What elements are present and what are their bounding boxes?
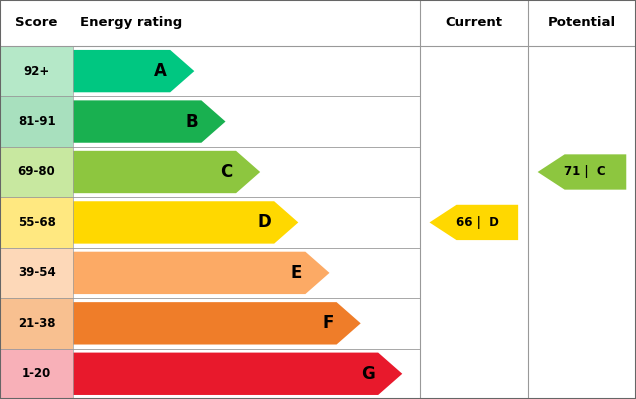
Bar <box>73 46 420 96</box>
Polygon shape <box>537 154 626 190</box>
Bar <box>420 349 528 399</box>
Bar <box>0 96 73 147</box>
Bar <box>0 0 636 46</box>
Bar <box>73 349 420 399</box>
Text: Current: Current <box>445 16 502 30</box>
Bar <box>528 46 636 96</box>
Bar <box>73 96 420 147</box>
Polygon shape <box>73 101 226 143</box>
Text: F: F <box>322 314 333 332</box>
Bar <box>420 298 528 349</box>
Text: 66 |  D: 66 | D <box>455 216 499 229</box>
Bar <box>420 96 528 147</box>
Bar <box>528 197 636 248</box>
Bar <box>73 248 420 298</box>
Text: D: D <box>257 213 271 231</box>
Text: E: E <box>291 264 302 282</box>
Bar <box>0 248 73 298</box>
Bar <box>0 46 73 96</box>
Bar <box>0 147 73 197</box>
Bar <box>528 147 636 197</box>
Bar <box>0 298 73 349</box>
Text: 81-91: 81-91 <box>18 115 55 128</box>
Polygon shape <box>73 151 260 193</box>
Bar <box>0 349 73 399</box>
Text: Potential: Potential <box>548 16 616 30</box>
Bar <box>528 349 636 399</box>
Text: 71 |  C: 71 | C <box>564 166 606 178</box>
Text: 92+: 92+ <box>24 65 50 78</box>
Text: Energy rating: Energy rating <box>80 16 182 30</box>
Text: 21-38: 21-38 <box>18 317 55 330</box>
Text: Score: Score <box>15 16 58 30</box>
Polygon shape <box>73 201 298 244</box>
Polygon shape <box>73 302 361 344</box>
Text: A: A <box>154 62 167 80</box>
Bar <box>420 147 528 197</box>
Text: C: C <box>221 163 233 181</box>
Bar <box>420 197 528 248</box>
Text: 39-54: 39-54 <box>18 267 55 279</box>
Polygon shape <box>73 50 195 92</box>
Bar <box>73 147 420 197</box>
Bar <box>420 46 528 96</box>
Bar <box>528 248 636 298</box>
Bar <box>0 197 73 248</box>
Bar <box>73 298 420 349</box>
Bar <box>528 96 636 147</box>
Polygon shape <box>429 205 518 240</box>
Bar <box>73 197 420 248</box>
Bar <box>420 248 528 298</box>
Polygon shape <box>73 353 403 395</box>
Text: G: G <box>361 365 375 383</box>
Polygon shape <box>73 252 329 294</box>
Text: 55-68: 55-68 <box>18 216 55 229</box>
Text: 69-80: 69-80 <box>18 166 55 178</box>
Text: B: B <box>186 113 198 130</box>
Bar <box>528 298 636 349</box>
Text: 1-20: 1-20 <box>22 367 51 380</box>
